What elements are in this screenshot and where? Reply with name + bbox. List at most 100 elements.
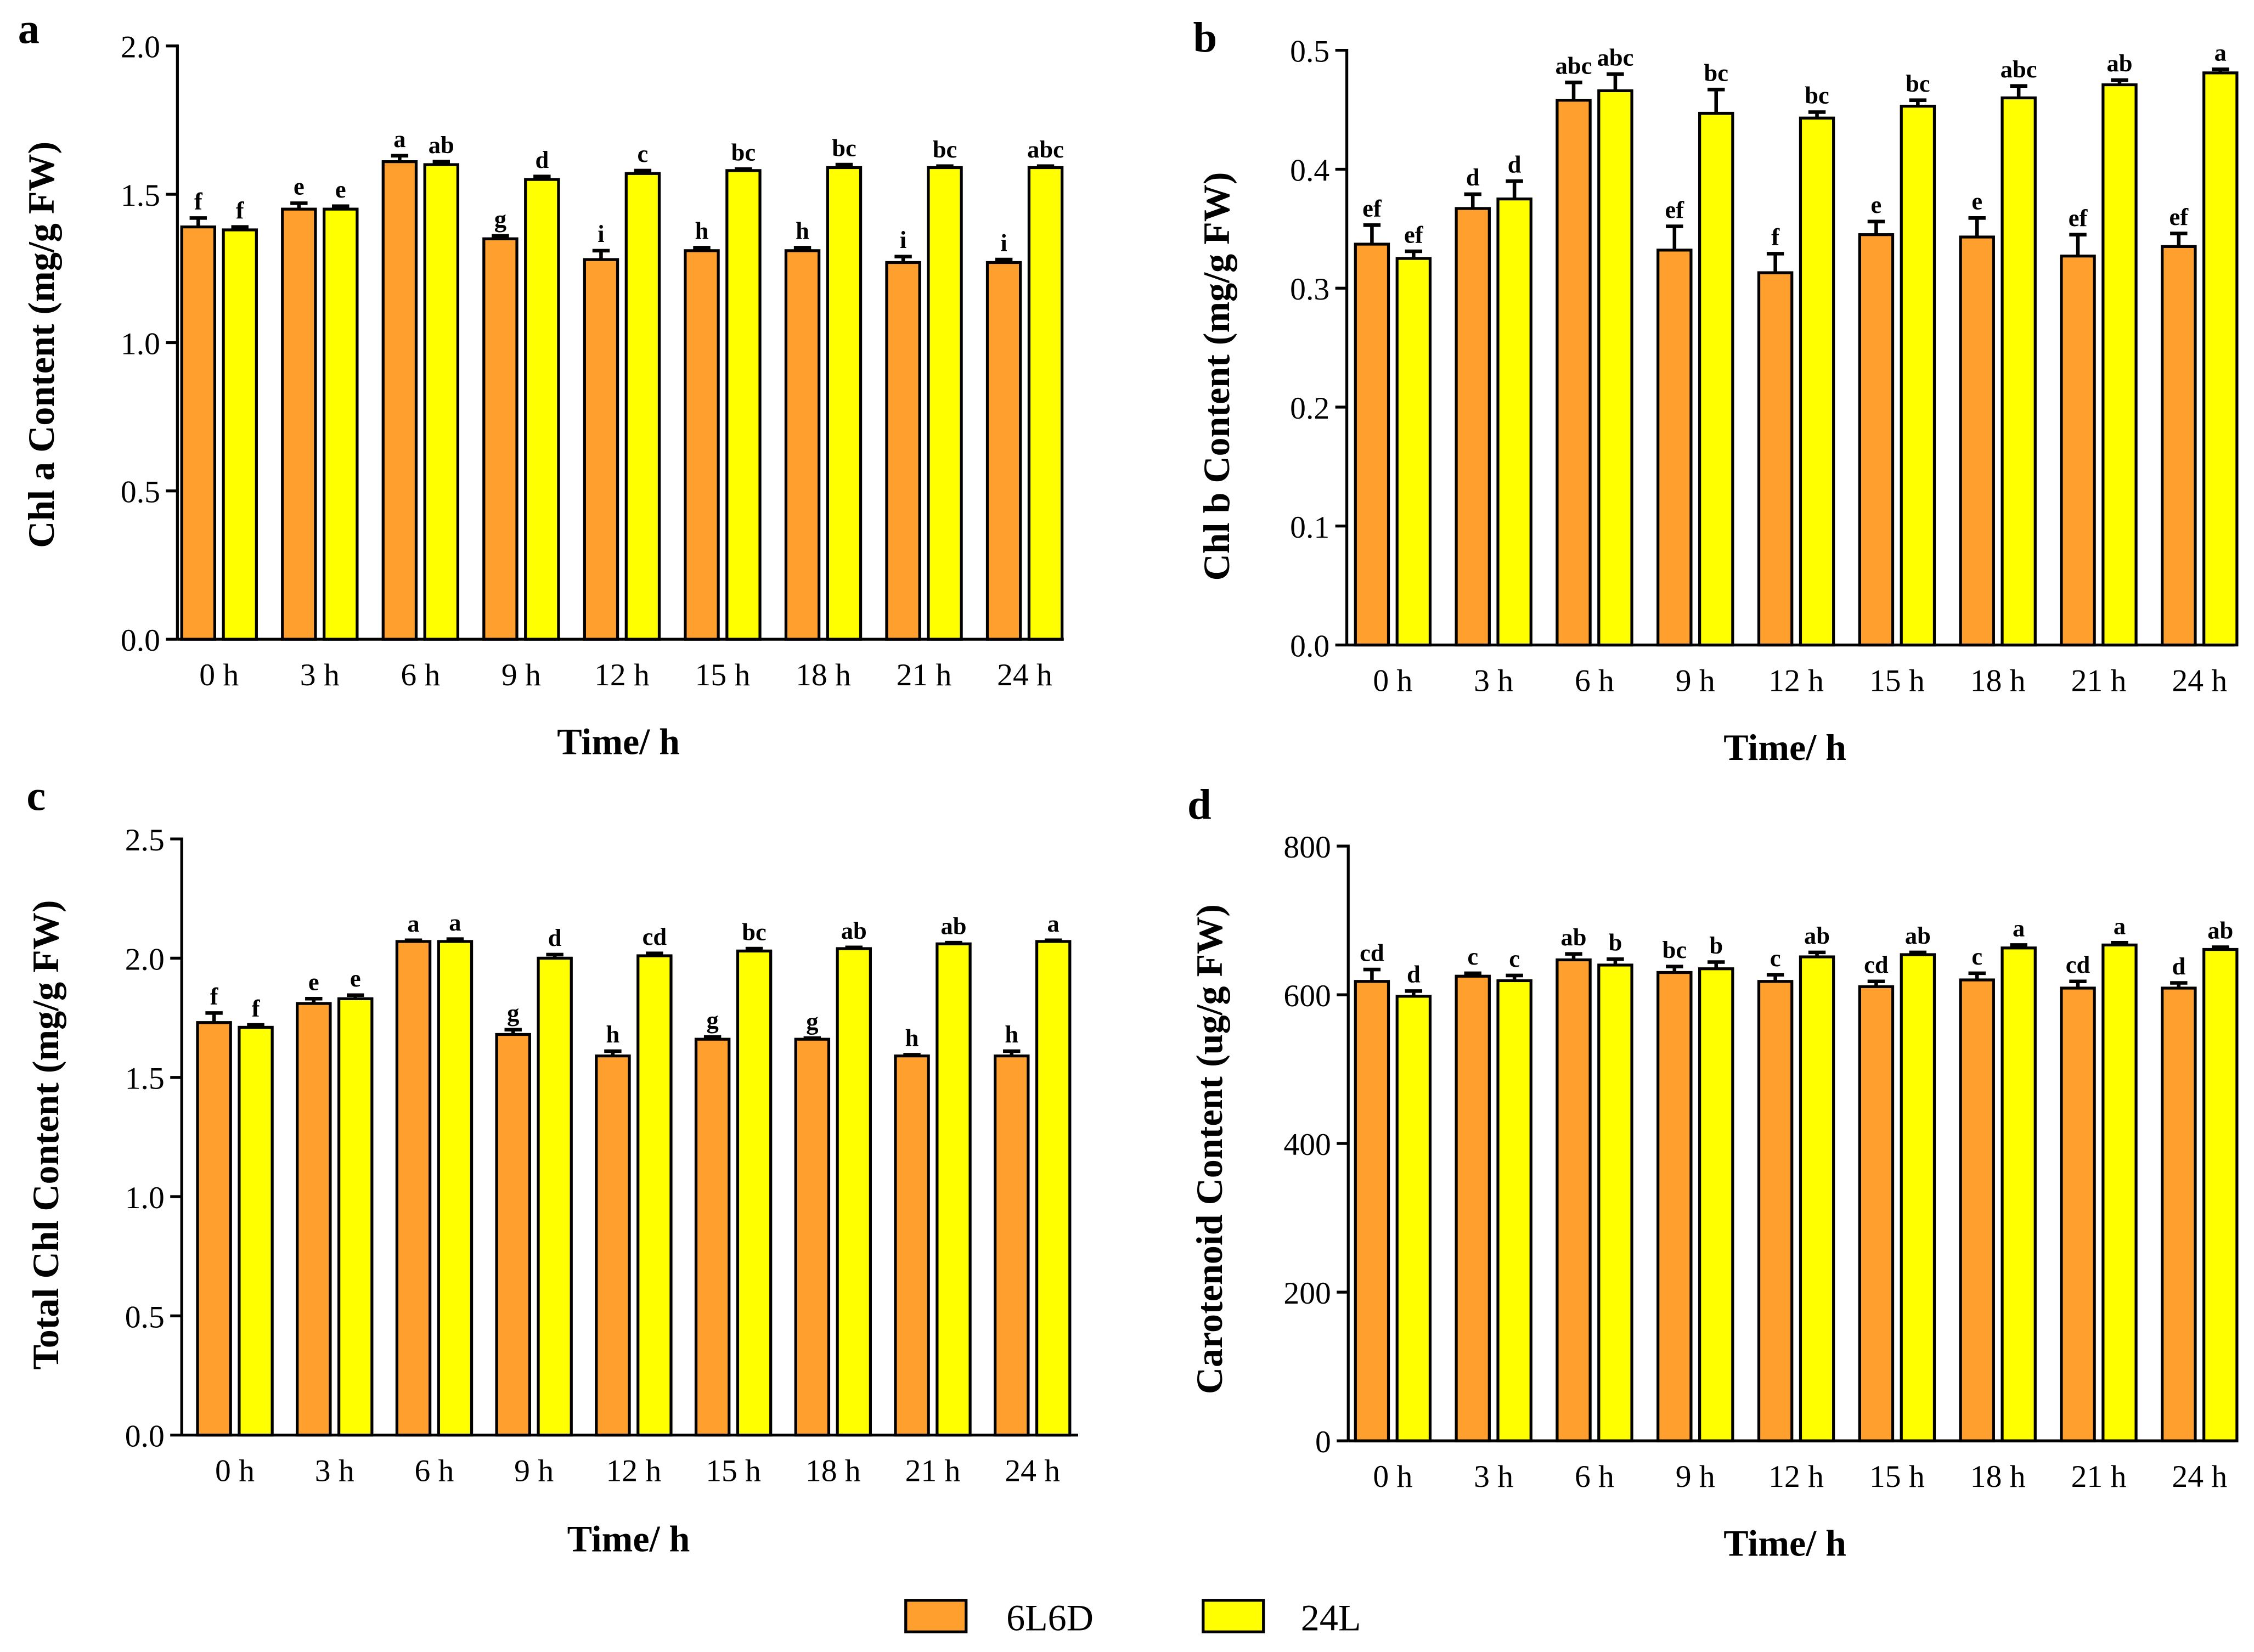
significance-letter: abc	[1027, 136, 1064, 163]
legend-swatch-24l	[1202, 1599, 1265, 1633]
significance-letter: f	[194, 188, 203, 215]
bar-24l	[2101, 83, 2138, 647]
bar-24l	[1698, 967, 1734, 1442]
significance-letter: c	[1467, 943, 1478, 970]
x-tick-label: 0 h	[215, 1453, 255, 1488]
error-bar	[546, 952, 564, 959]
x-tick-label: 0 h	[199, 658, 239, 692]
significance-letter: abc	[1597, 43, 1634, 71]
bar-24l	[1395, 995, 1432, 1442]
x-axis-label: Time/ h	[1723, 726, 1846, 768]
y-tick-label: 400	[1283, 1127, 1331, 1162]
error-bar	[1909, 950, 1927, 955]
significance-letter: ab	[2106, 49, 2132, 77]
error-bar	[1766, 252, 1784, 273]
significance-letter: a	[2013, 915, 2025, 942]
significance-letter: d	[1407, 961, 1421, 988]
error-bar	[1666, 965, 1683, 973]
error-bar	[404, 938, 422, 943]
significance-letter: bc	[742, 918, 767, 945]
significance-letter: d	[548, 924, 562, 951]
significance-letter: bc	[933, 136, 957, 163]
error-bar	[492, 234, 509, 239]
bar-24l	[1799, 116, 1835, 647]
significance-letter: a	[407, 910, 419, 937]
bar-6l6d	[2060, 255, 2096, 647]
significance-letter: ef	[1404, 221, 1424, 248]
bar-6l6d	[684, 249, 720, 641]
error-bar	[2212, 67, 2229, 73]
significance-letter: bc	[731, 138, 756, 166]
significance-letter: g	[507, 999, 519, 1027]
significance-letter: cd	[1360, 939, 1384, 966]
bar-6l6d	[994, 1054, 1030, 1437]
y-tick-label: 0.4	[1290, 153, 1329, 188]
error-bar	[205, 1011, 223, 1023]
error-bar	[634, 168, 652, 174]
error-bar	[1405, 249, 1423, 259]
bar-24l	[1496, 198, 1532, 647]
error-bar	[1968, 216, 1986, 238]
bar-24l	[1597, 963, 1633, 1442]
error-bar	[995, 257, 1013, 263]
significance-letter: f	[1771, 223, 1780, 251]
x-tick-label: 21 h	[2071, 1459, 2127, 1494]
bar-24l	[2202, 948, 2239, 1442]
error-bar	[793, 246, 812, 251]
x-tick-label: 9 h	[514, 1453, 554, 1488]
significance-letter: ab	[2207, 917, 2233, 944]
significance-letter: g	[707, 1006, 719, 1034]
bar-6l6d	[1656, 249, 1693, 647]
significance-letter: e	[308, 968, 319, 996]
significance-letter: c	[638, 140, 649, 167]
error-bar	[332, 204, 350, 210]
significance-letter: cd	[1864, 951, 1889, 978]
error-bar	[1968, 971, 1986, 980]
significance-letter: h	[905, 1024, 919, 1052]
y-axis-label: Chl b Content (mg/g FW)	[1196, 172, 1237, 581]
x-tick-label: 9 h	[1676, 663, 1715, 698]
error-bar	[1464, 192, 1481, 208]
error-bar	[1506, 973, 1523, 981]
significance-letter: a	[449, 909, 461, 936]
bar-24l	[1035, 940, 1072, 1437]
bar-6l6d	[2060, 986, 2096, 1442]
bar-6l6d	[1354, 980, 1390, 1442]
bar-24l	[624, 172, 661, 641]
panel-a: a0.00.51.01.52.00 hf f3 he e6 ha ab9 hgd12 …	[18, 5, 1064, 763]
error-bar	[1607, 72, 1624, 91]
x-tick-label: 3 h	[1474, 1459, 1513, 1494]
y-tick-label: 0	[1315, 1425, 1331, 1459]
error-bar	[1363, 967, 1381, 982]
error-bar	[305, 996, 323, 1003]
error-bar	[1808, 110, 1826, 119]
bar-6l6d	[1656, 971, 1693, 1442]
significance-letter: a	[2214, 39, 2227, 66]
x-tick-label: 15 h	[706, 1453, 761, 1488]
error-bar	[290, 201, 308, 210]
bar-6l6d	[2161, 986, 2197, 1442]
significance-letter: e	[294, 173, 305, 200]
significance-letter: g	[806, 1007, 818, 1035]
x-tick-label: 24 h	[2172, 663, 2227, 698]
significance-letter: h	[695, 217, 709, 245]
panel-c: c 0.0 0.5 1.0 1.5 2.0 2.5 0 h f f 3 h e e 6 h a a 9 h g d 1…	[25, 772, 1078, 1560]
bar-24l	[2101, 943, 2138, 1442]
x-axis-label: Time/ h	[1723, 1523, 1846, 1564]
significance-letter: ef	[1665, 196, 1685, 223]
error-bar	[604, 1049, 622, 1056]
bar-6l6d	[794, 1038, 831, 1437]
legend-swatch-6l6d	[904, 1599, 968, 1633]
bar-24l	[2202, 71, 2239, 647]
error-bar	[2111, 78, 2128, 85]
error-bar	[2010, 84, 2027, 98]
bar-24l	[1496, 979, 1532, 1442]
significance-letter: bc	[832, 134, 856, 161]
error-bar	[1036, 164, 1055, 168]
x-tick-label: 18 h	[796, 658, 851, 692]
significance-letter: d	[1508, 150, 1522, 178]
x-tick-label: 18 h	[805, 1453, 861, 1488]
x-tick-label: 12 h	[1768, 1459, 1824, 1494]
x-tick-label: 6 h	[401, 658, 440, 692]
